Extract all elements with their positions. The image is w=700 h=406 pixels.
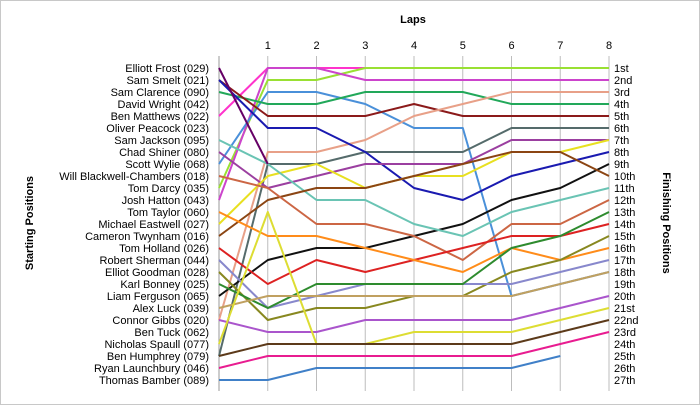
- finishing-position-label: 6th: [614, 123, 629, 135]
- y-axis-left-title: Starting Positions: [24, 176, 36, 270]
- starting-position-label: Ben Tuck (062): [134, 327, 209, 339]
- chart-title: Laps: [400, 14, 426, 26]
- series-line-25: [218, 331, 610, 369]
- starting-position-label: Ben Matthews (022): [111, 111, 209, 123]
- starting-position-label: Will Blackwell-Chambers (018): [59, 171, 209, 183]
- starting-position-label: Robert Sherman (044): [100, 255, 209, 267]
- series-line-22: [218, 295, 610, 333]
- y-axis-right-title: Finishing Positions: [660, 172, 672, 273]
- starting-position-labels: Elliott Frost (029)Sam Smelt (021)Sam Cl…: [59, 63, 209, 387]
- finishing-position-label: 2nd: [614, 75, 632, 87]
- finishing-position-label: 14th: [614, 219, 635, 231]
- series-line-26: [219, 355, 561, 381]
- finishing-position-label: 5th: [614, 111, 629, 123]
- finishing-position-label: 8th: [614, 147, 629, 159]
- series-line-7: [218, 91, 609, 321]
- series-line-3: [218, 67, 609, 201]
- finishing-position-label: 16th: [614, 243, 635, 255]
- series-line-20: [218, 211, 610, 309]
- starting-position-label: Karl Bonney (025): [120, 279, 209, 291]
- starting-position-label: Cameron Twynham (016): [85, 231, 209, 243]
- series-line-5: [218, 91, 609, 105]
- series-line-9: [218, 79, 610, 201]
- starting-position-label: Tom Taylor (060): [127, 207, 209, 219]
- starting-position-label: Elliott Frost (029): [125, 63, 209, 75]
- finishing-position-label: 13th: [614, 207, 635, 219]
- series-line-13: [218, 139, 610, 237]
- starting-position-label: Tom Darcy (035): [128, 183, 209, 195]
- starting-position-label: Michael Eastwell (027): [98, 219, 209, 231]
- series-line-10: [218, 139, 609, 189]
- series-lines: [218, 67, 610, 381]
- finishing-position-label: 19th: [614, 279, 635, 291]
- finishing-position-labels: 1st2nd3rd4th5th6th7th8th9th10th11th12th1…: [614, 63, 638, 387]
- series-line-17: [218, 211, 610, 273]
- finishing-position-label: 17th: [614, 255, 635, 267]
- starting-position-label: Ben Humphrey (079): [107, 351, 209, 363]
- starting-position-label: Sam Smelt (021): [126, 75, 209, 87]
- starting-position-label: Ryan Launchbury (046): [94, 363, 209, 375]
- series-line-14: [218, 151, 610, 237]
- finishing-position-label: 15th: [614, 231, 635, 243]
- series-line-15: [218, 175, 610, 261]
- starting-position-label: David Wright (042): [118, 99, 210, 111]
- x-tick-label: 5: [460, 40, 466, 52]
- series-line-24: [218, 319, 610, 357]
- starting-position-label: Nicholas Spaull (077): [104, 339, 209, 351]
- series-line-2: [218, 67, 609, 189]
- finishing-position-label: 22nd: [614, 315, 638, 327]
- finishing-position-label: 20th: [614, 291, 635, 303]
- finishing-position-label: 1st: [614, 63, 629, 75]
- finishing-position-label: 12th: [614, 195, 635, 207]
- finishing-position-label: 10th: [614, 171, 635, 183]
- finishing-position-label: 7th: [614, 135, 629, 147]
- x-tick-label: 6: [508, 40, 514, 52]
- x-tick-labels: 1 2 3 4 5 6 7 8: [265, 40, 612, 52]
- finishing-position-label: 9th: [614, 159, 629, 171]
- x-tick-label: 1: [265, 40, 271, 52]
- starting-position-label: Thomas Bamber (089): [99, 375, 209, 387]
- series-line-23: [218, 211, 610, 345]
- starting-position-label: Josh Hatton (043): [122, 195, 209, 207]
- series-line-21: [218, 271, 610, 309]
- starting-position-label: Scott Wylie (068): [125, 159, 209, 171]
- x-tick-label: 8: [606, 40, 612, 52]
- finishing-position-label: 27th: [614, 375, 635, 387]
- starting-position-label: Sam Clarence (090): [111, 87, 209, 99]
- series-line-6: [218, 79, 609, 117]
- x-tick-label: 2: [313, 40, 319, 52]
- series-line-8: [218, 127, 609, 357]
- finishing-position-label: 25th: [614, 351, 635, 363]
- finishing-position-label: 3rd: [614, 87, 630, 99]
- starting-position-label: Alex Luck (039): [133, 303, 209, 315]
- x-tick-label: 4: [411, 40, 417, 52]
- finishing-position-label: 21st: [614, 303, 635, 315]
- starting-position-label: Liam Ferguson (065): [107, 291, 209, 303]
- starting-position-label: Tom Holland (026): [119, 243, 209, 255]
- finishing-position-label: 23rd: [614, 327, 636, 339]
- starting-position-label: Oliver Peacock (023): [106, 123, 209, 135]
- starting-position-label: Connor Gibbs (020): [112, 315, 209, 327]
- series-line-27: [218, 67, 269, 165]
- finishing-position-label: 18th: [614, 267, 635, 279]
- finishing-position-label: 11th: [614, 183, 635, 195]
- starting-position-label: Sam Jackson (095): [114, 135, 209, 147]
- x-tick-label: 7: [557, 40, 563, 52]
- finishing-position-label: 4th: [614, 99, 629, 111]
- x-tick-label: 3: [362, 40, 368, 52]
- starting-position-label: Chad Shiner (080): [119, 147, 209, 159]
- finishing-position-label: 26th: [614, 363, 635, 375]
- finishing-position-label: 24th: [614, 339, 635, 351]
- starting-position-label: Elliot Goodman (028): [105, 267, 209, 279]
